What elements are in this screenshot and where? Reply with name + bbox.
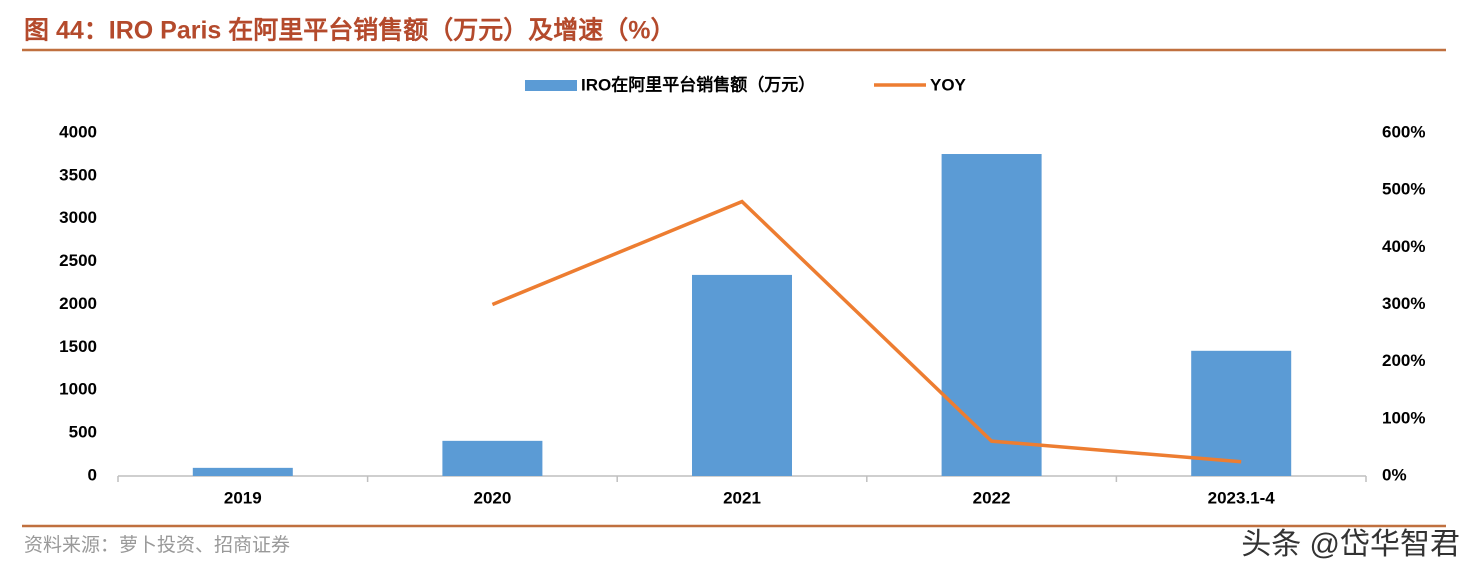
- chart-title: 图 44：IRO Paris 在阿里平台销售额（万元）及增速（%）: [24, 16, 675, 45]
- y-tick-label: 1500: [59, 337, 97, 356]
- x-tick-label: 2023.1-4: [1208, 488, 1276, 507]
- y-tick-label: 2500: [59, 251, 97, 270]
- source-note: 资料来源：萝卜投资、招商证券: [24, 534, 290, 556]
- bar: [941, 154, 1042, 477]
- bar: [442, 440, 543, 476]
- x-tick-label: 2019: [224, 488, 262, 507]
- bar: [692, 274, 792, 476]
- y2-tick-label: 100%: [1382, 408, 1425, 427]
- bar: [192, 467, 293, 476]
- y-tick-label: 3500: [59, 165, 97, 184]
- y-tick-label: 1000: [59, 380, 97, 399]
- y2-tick-label: 500%: [1382, 180, 1425, 199]
- legend-label: IRO在阿里平台销售额（万元）: [581, 74, 815, 94]
- y2-tick-label: 600%: [1382, 122, 1425, 141]
- y2-tick-label: 400%: [1382, 237, 1425, 256]
- y2-tick-label: 0%: [1382, 465, 1407, 484]
- legend-swatch: [525, 80, 577, 91]
- y-tick-label: 0: [88, 465, 97, 484]
- x-tick-label: 2020: [473, 488, 511, 507]
- y-tick-label: 3000: [59, 208, 97, 227]
- line-series: [491, 199, 1242, 464]
- y-tick-label: 500: [69, 423, 97, 442]
- y2-tick-label: 200%: [1382, 351, 1425, 370]
- bar: [1191, 350, 1292, 476]
- y2-tick-label: 300%: [1382, 294, 1425, 313]
- legend-label: YOY: [930, 75, 967, 94]
- y-tick-label: 2000: [59, 294, 97, 313]
- x-tick-label: 2021: [723, 488, 761, 507]
- y-tick-label: 4000: [59, 122, 97, 141]
- x-tick-label: 2022: [973, 488, 1011, 507]
- watermark: 头条 @岱华智君: [1241, 528, 1460, 561]
